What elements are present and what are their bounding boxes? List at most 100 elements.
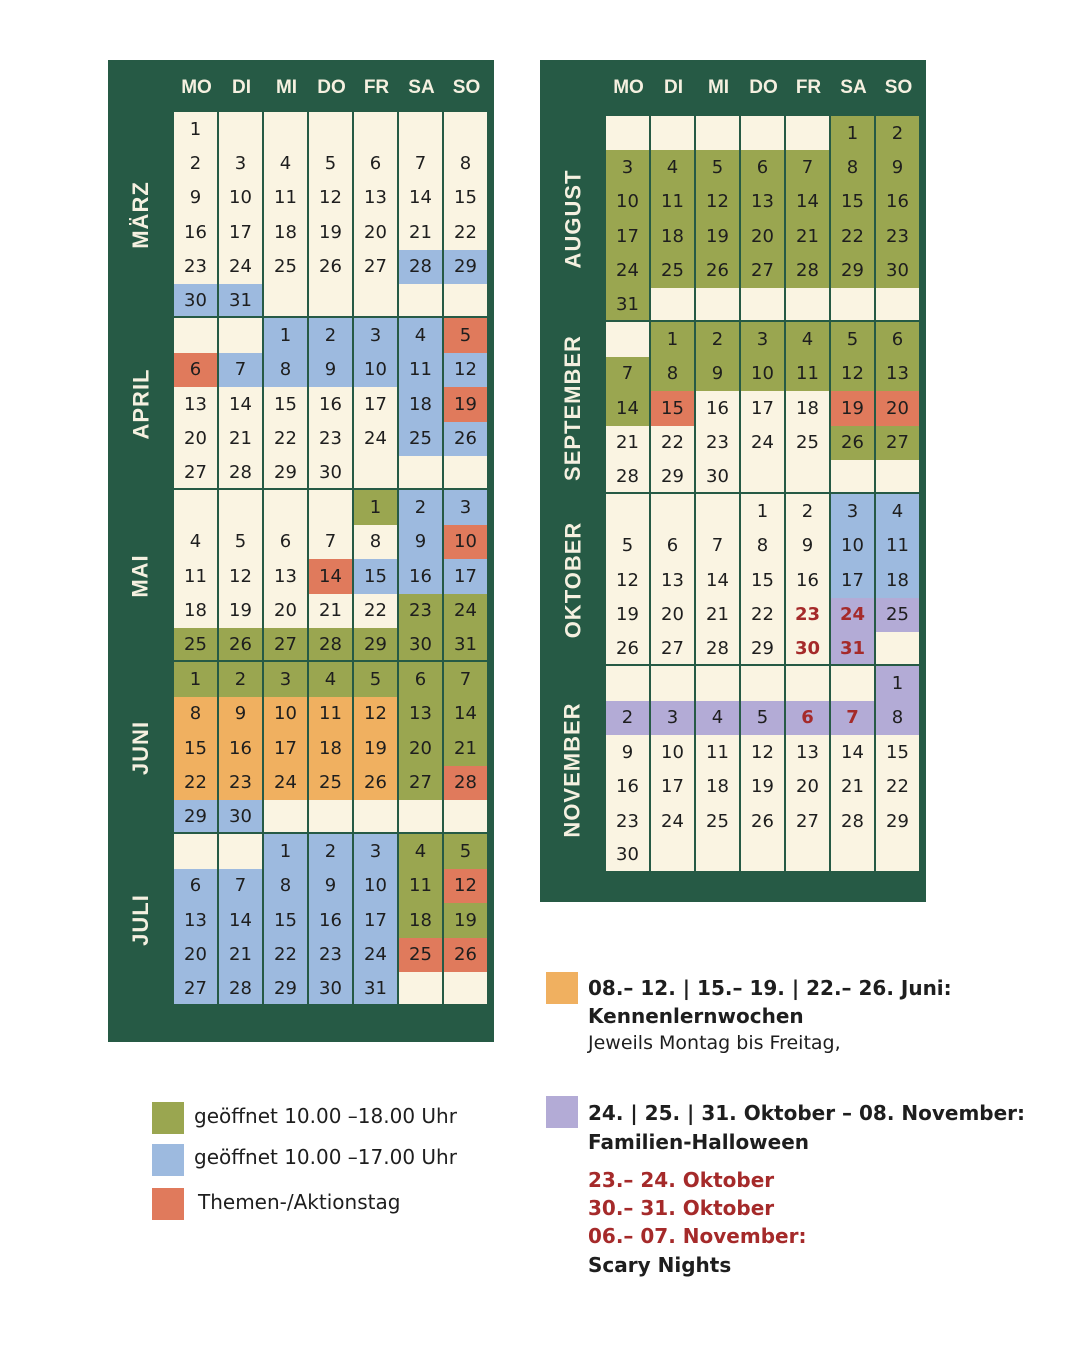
weekday-header-do: DO — [317, 77, 346, 98]
day-cell: 16 — [786, 563, 831, 598]
day-cell: 5 — [606, 528, 651, 564]
day-cell: 6 — [786, 700, 831, 736]
legend-blue-label: geöffnet 10.00 –17.00 Uhr — [194, 1145, 457, 1169]
weekday-header-mo: MO — [181, 77, 212, 98]
day-cell: 22 — [444, 215, 489, 250]
day-cell: 14 — [786, 184, 831, 220]
legend-swatch-red — [152, 1188, 184, 1220]
day-cell: 3 — [354, 318, 399, 353]
day-cell: 8 — [651, 356, 696, 392]
day-cell: 15 — [264, 903, 309, 938]
legend-swatch-orange — [546, 972, 578, 1004]
day-cell: 25 — [399, 421, 444, 456]
day-cell — [309, 490, 354, 525]
day-cell — [786, 116, 831, 151]
day-cell — [264, 284, 309, 319]
day-cell — [309, 112, 354, 147]
day-cell: 4 — [399, 834, 444, 869]
day-cell: 3 — [219, 146, 264, 181]
orange-note-title: Kennenlernwochen — [588, 1004, 804, 1028]
weekday-header-sa: SA — [840, 77, 867, 98]
day-cell — [399, 800, 444, 835]
day-cell: 17 — [219, 215, 264, 250]
day-cell — [651, 666, 696, 701]
day-cell: 7 — [444, 662, 489, 697]
day-cell: 1 — [876, 666, 921, 701]
day-cell: 31 — [444, 628, 489, 663]
day-cell — [696, 494, 741, 529]
day-cell: 30 — [786, 632, 831, 667]
day-cell: 21 — [786, 219, 831, 254]
day-cell — [354, 112, 399, 147]
day-cell — [174, 490, 219, 525]
day-cell: 3 — [264, 662, 309, 697]
day-cell: 12 — [309, 180, 354, 216]
day-cell: 26 — [309, 249, 354, 284]
day-cell — [264, 490, 309, 525]
day-cell: 9 — [786, 528, 831, 564]
day-cell: 4 — [309, 662, 354, 697]
day-cell: 14 — [399, 180, 444, 216]
day-cell: 11 — [309, 696, 354, 732]
orange-note-detail: Jeweils Montag bis Freitag, — [588, 1032, 841, 1054]
day-cell: 13 — [786, 735, 831, 770]
day-cell — [444, 112, 489, 147]
day-cell — [786, 460, 831, 495]
day-cell — [696, 116, 741, 151]
day-cell: 28 — [606, 460, 651, 495]
day-cell: 5 — [219, 524, 264, 560]
day-cell: 15 — [264, 387, 309, 422]
day-cell: 1 — [264, 834, 309, 869]
weekday-header-di: DI — [664, 77, 683, 98]
day-cell: 24 — [831, 597, 876, 632]
day-cell: 7 — [219, 868, 264, 904]
day-cell: 15 — [174, 731, 219, 766]
day-cell: 25 — [651, 253, 696, 288]
legend-swatch-blue — [152, 1144, 184, 1176]
day-cell: 23 — [696, 425, 741, 460]
day-cell: 4 — [786, 322, 831, 357]
day-cell: 23 — [309, 937, 354, 972]
day-cell: 6 — [174, 352, 219, 388]
day-cell: 19 — [309, 215, 354, 250]
day-cell: 19 — [606, 597, 651, 632]
day-cell: 1 — [354, 490, 399, 525]
day-cell: 19 — [444, 903, 489, 938]
day-cell: 23 — [309, 421, 354, 456]
day-cell: 28 — [786, 253, 831, 288]
day-cell — [741, 288, 786, 323]
day-cell: 19 — [741, 769, 786, 804]
day-cell: 13 — [651, 563, 696, 598]
day-cell: 5 — [354, 662, 399, 697]
day-cell: 24 — [264, 765, 309, 800]
day-cell: 12 — [831, 356, 876, 392]
day-cell: 18 — [399, 387, 444, 422]
day-cell — [696, 838, 741, 873]
day-cell: 30 — [219, 800, 264, 835]
scary-date-2: 30.– 31. Oktober — [588, 1196, 775, 1220]
weekday-header-fr: FR — [363, 77, 390, 98]
day-cell: 4 — [264, 146, 309, 181]
day-cell: 20 — [354, 215, 399, 250]
day-cell: 11 — [264, 180, 309, 216]
day-cell: 6 — [174, 868, 219, 904]
day-cell: 30 — [876, 253, 921, 288]
day-cell — [876, 460, 921, 495]
day-cell: 30 — [606, 838, 651, 873]
day-cell: 8 — [174, 696, 219, 732]
month-label-august: AUGUST — [560, 169, 586, 269]
day-cell — [786, 666, 831, 701]
day-cell: 7 — [786, 150, 831, 185]
day-cell — [606, 494, 651, 529]
day-cell: 12 — [696, 184, 741, 220]
weekday-header-mi: MI — [275, 77, 298, 98]
month-label-mai: MAI — [127, 554, 153, 599]
day-cell: 16 — [174, 215, 219, 250]
day-cell: 15 — [876, 735, 921, 770]
day-cell — [219, 490, 264, 525]
day-cell: 28 — [219, 972, 264, 1007]
day-cell — [219, 834, 264, 869]
weekday-header-di: DI — [232, 77, 251, 98]
day-cell: 16 — [309, 903, 354, 938]
day-cell: 15 — [444, 180, 489, 216]
